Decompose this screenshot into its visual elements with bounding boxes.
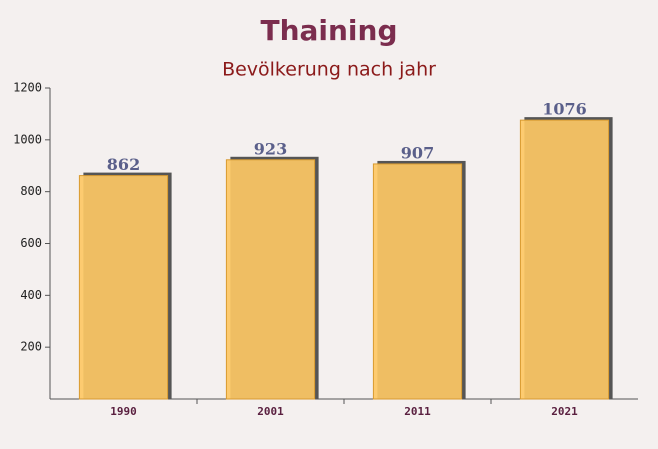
- y-tick-label: 1200: [13, 81, 42, 95]
- y-tick-label: 400: [20, 288, 42, 302]
- y-tick-label: 200: [20, 340, 42, 354]
- y-tick-label: 600: [20, 236, 42, 250]
- x-tick-label: 1990: [110, 405, 137, 418]
- value-label: 923: [254, 139, 287, 158]
- chart-title: Thaining: [260, 14, 397, 47]
- bar: [225, 159, 316, 400]
- bar: [519, 119, 610, 400]
- value-label: 907: [401, 143, 434, 162]
- chart-subtitle: Bevölkerung nach jahr: [222, 59, 436, 81]
- y-tick-label: 1000: [13, 132, 42, 146]
- value-label: 862: [107, 155, 140, 174]
- bar: [78, 175, 169, 400]
- y-tick-label: 800: [20, 184, 42, 198]
- x-tick-label: 2011: [404, 405, 431, 418]
- bar: [372, 163, 463, 400]
- x-tick-label: 2021: [551, 405, 578, 418]
- value-label: 1076: [542, 100, 587, 119]
- x-tick-label: 2001: [257, 405, 284, 418]
